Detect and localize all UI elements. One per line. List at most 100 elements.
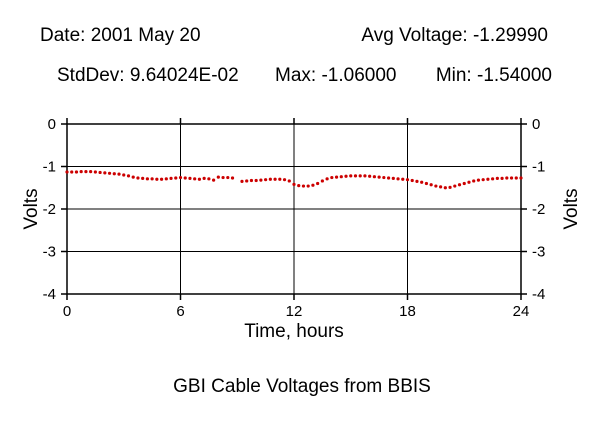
x-axis-label: Time, hours: [244, 321, 344, 342]
data-point: [448, 185, 452, 189]
data-point: [103, 171, 107, 175]
data-point: [457, 183, 462, 187]
data-point: [122, 173, 126, 177]
data-point: [505, 176, 509, 180]
data-point: [249, 178, 254, 183]
x-tick-label: 0: [63, 303, 71, 320]
data-point: [339, 175, 343, 179]
data-point: [89, 170, 93, 174]
data-point: [514, 176, 518, 180]
data-point: [368, 174, 372, 178]
data-point: [462, 181, 466, 186]
data-point: [334, 175, 339, 179]
data-point: [429, 183, 433, 187]
data-point: [372, 175, 376, 179]
y-tick-label-right: -3: [532, 244, 545, 261]
data-point: [155, 177, 159, 181]
data-point: [264, 178, 268, 182]
stddev-label: StdDev: 9.64024E-02: [57, 65, 239, 86]
data-point: [519, 176, 523, 180]
data-point: [386, 176, 391, 180]
axis-ticks: 0 6 12 18 24 0 0 -1 -1 -2 -2 -3 -3 -4 -4: [43, 116, 546, 320]
chart-title: GBI Cable Voltages from BBIS: [173, 376, 431, 397]
data-point: [363, 174, 367, 178]
data-point: [254, 178, 258, 183]
y-tick-label-left: -1: [43, 159, 56, 176]
data-point: [382, 175, 386, 180]
data-points: [65, 170, 523, 190]
data-point: [476, 178, 481, 182]
date-label: Date: 2001 May 20: [40, 25, 201, 46]
data-point: [325, 177, 329, 181]
data-point: [131, 175, 135, 179]
data-point: [126, 174, 131, 178]
data-point: [297, 184, 301, 188]
data-point: [424, 181, 429, 186]
data-point: [174, 176, 178, 180]
avg-voltage-label: Avg Voltage: -1.29990: [361, 25, 548, 46]
data-point: [93, 170, 97, 174]
data-point: [273, 177, 277, 181]
data-point: [443, 186, 447, 190]
y-tick-label-right: -4: [532, 286, 545, 303]
data-point: [344, 174, 348, 178]
min-label: Min: -1.54000: [435, 65, 552, 86]
data-point: [112, 172, 116, 176]
data-point: [212, 178, 216, 182]
grid-lines: [67, 124, 521, 294]
data-point: [311, 183, 315, 187]
data-point: [259, 178, 263, 182]
data-point: [226, 175, 230, 180]
data-point: [353, 174, 358, 178]
data-point: [481, 178, 485, 182]
data-point: [401, 177, 405, 181]
data-point: [282, 178, 287, 182]
data-point: [405, 178, 410, 182]
y-tick-label-right: -1: [532, 159, 545, 176]
data-point: [164, 177, 168, 181]
data-point: [472, 179, 476, 183]
data-point: [178, 175, 183, 180]
data-point: [145, 177, 149, 181]
data-point: [320, 179, 324, 183]
data-point: [202, 176, 206, 180]
data-point: [287, 179, 291, 183]
data-point: [70, 170, 74, 174]
data-point: [136, 176, 140, 180]
data-point: [301, 184, 306, 188]
data-point: [183, 176, 187, 180]
data-point: [278, 177, 282, 181]
y-tick-label-right: -2: [532, 201, 545, 218]
data-point: [216, 175, 220, 179]
data-point: [159, 177, 164, 181]
data-point: [377, 175, 381, 179]
data-point: [358, 174, 362, 178]
data-point: [439, 185, 443, 189]
data-point: [141, 176, 145, 180]
data-point: [221, 175, 225, 180]
data-point: [193, 177, 197, 181]
data-point: [150, 177, 154, 181]
data-point: [316, 181, 320, 186]
data-point: [486, 177, 490, 181]
data-point: [107, 171, 112, 175]
data-point: [420, 180, 424, 184]
y-tick-label-left: 0: [48, 116, 56, 133]
data-point: [74, 170, 79, 174]
data-point: [117, 172, 121, 176]
data-point: [491, 177, 495, 181]
data-point: [391, 176, 395, 180]
data-point: [396, 177, 400, 181]
data-point: [245, 179, 249, 183]
data-point: [98, 170, 102, 175]
y-axis-label-right: Volts: [561, 188, 582, 229]
data-point: [415, 179, 419, 183]
x-tick-label: 18: [399, 303, 416, 320]
data-point: [84, 170, 88, 174]
y-tick-label-left: -4: [43, 286, 56, 303]
data-point: [240, 179, 244, 183]
data-point: [306, 184, 310, 188]
data-point: [434, 184, 438, 188]
data-point: [330, 175, 334, 180]
